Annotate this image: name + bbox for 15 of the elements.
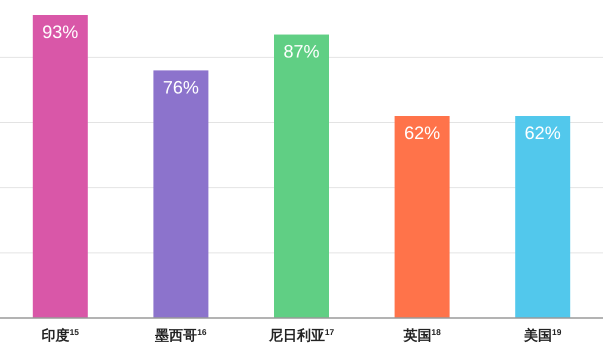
x-tick-label: 美国$^{19}$ xyxy=(523,327,562,343)
x-tick-label: 墨西哥$^{16}$ xyxy=(154,327,207,343)
bar: 93% xyxy=(32,15,88,318)
data-label: 87% xyxy=(283,42,320,62)
x-tick-label: 印度$^{15}$ xyxy=(42,327,80,343)
bar: 62% xyxy=(394,116,450,318)
data-label: 93% xyxy=(42,22,78,42)
data-label: 62% xyxy=(524,123,561,143)
bar: 76% xyxy=(153,70,208,318)
x-tick-label: 尼日利亚$^{17}$ xyxy=(268,327,334,343)
data-label: 76% xyxy=(162,77,199,98)
bar: 62% xyxy=(515,116,570,318)
bar: 87% xyxy=(274,34,329,318)
data-label: 62% xyxy=(404,123,440,143)
x-tick-label: 英国$^{18}$ xyxy=(402,327,442,343)
